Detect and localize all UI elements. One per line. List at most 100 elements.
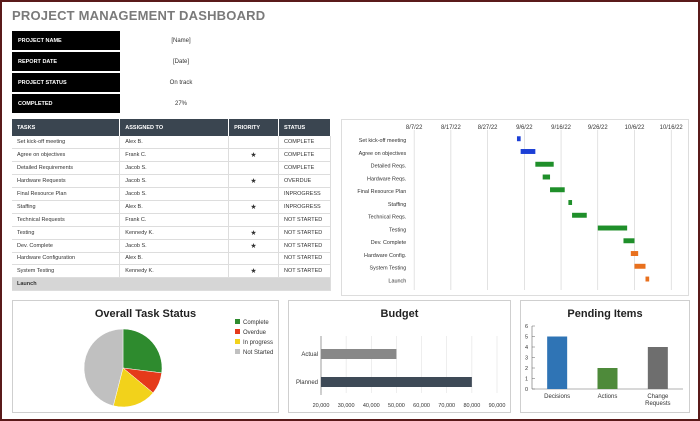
priority-cell: [228, 252, 280, 266]
gantt-bar: [597, 225, 628, 231]
pending-items-panel: Pending Items 0 1 2 3 4 5 6 Decisions Actions Cha…: [520, 300, 690, 413]
gantt-x-tick-label: 10/6/22: [625, 125, 645, 131]
table-row[interactable]: Dev. Complete Jacob S. ★ NOT STARTED: [12, 239, 331, 253]
info-row-report-date: REPORT DATE [Date]: [12, 52, 242, 71]
gantt-x-tick-label: 8/17/22: [441, 125, 461, 131]
budget-category-label: Actual: [301, 352, 318, 358]
pie-slice: [122, 328, 163, 374]
legend-label: Complete: [243, 320, 269, 326]
gantt-task-label: Detailed Reqs.: [371, 164, 407, 170]
info-label: COMPLETED: [12, 94, 120, 113]
table-row[interactable]: Agree on objectives Frank C. ★ COMPLETE: [12, 148, 331, 163]
assigned-to-cell: Kennedy K.: [119, 264, 230, 279]
pending-y-tick-label: 0: [525, 387, 528, 393]
project-name-value[interactable]: [Name]: [171, 37, 191, 44]
status-cell: NOT STARTED: [278, 252, 331, 266]
gantt-bar: [634, 263, 646, 269]
assigned-to-cell: Alex B.: [119, 136, 230, 150]
gantt-x-tick-label: 8/27/22: [478, 125, 498, 131]
col-header-priority[interactable]: PRIORITY: [228, 119, 280, 136]
gantt-task-label: Launch: [388, 278, 406, 284]
priority-cell: ★: [228, 174, 280, 189]
assigned-to-cell: Alex B.: [119, 252, 230, 266]
col-header-assigned[interactable]: ASSIGNED TO: [119, 119, 230, 136]
gantt-bar: [542, 174, 551, 180]
budget-x-tick-label: 80,000: [463, 403, 480, 409]
project-status-value[interactable]: On track: [169, 79, 193, 86]
gantt-bar: [568, 200, 573, 205]
priority-cell: [228, 187, 280, 201]
pending-y-tick-label: 4: [525, 345, 528, 351]
budget-x-tick-label: 60,000: [413, 403, 430, 409]
table-row-launch[interactable]: Launch: [12, 277, 331, 292]
table-row[interactable]: Hardware Configuration Alex B. NOT STARTED: [12, 252, 331, 266]
budget-x-tick-label: 90,000: [489, 403, 506, 409]
status-cell: NOT STARTED: [278, 264, 331, 279]
gantt-bar: [516, 136, 521, 142]
priority-cell: ★: [228, 200, 280, 214]
legend-swatch: [235, 329, 240, 334]
gantt-task-label: Agree on objectives: [359, 151, 407, 157]
table-row[interactable]: Testing Kennedy K. ★ NOT STARTED: [12, 226, 331, 240]
info-row-completed: COMPLETED 27%: [12, 94, 242, 113]
pie-slice: [83, 328, 124, 407]
table-row[interactable]: Final Resource Plan Jacob S. INPROGRESS: [12, 187, 331, 201]
info-label: REPORT DATE: [12, 52, 120, 71]
assigned-to-cell: Kennedy K.: [119, 226, 230, 240]
status-cell: INPROGRESS: [278, 187, 331, 201]
task-name-cell: Agree on objectives: [12, 148, 121, 163]
task-name-cell: Technical Requests: [12, 213, 121, 227]
gantt-task-label: Testing: [389, 227, 406, 233]
report-date-value[interactable]: [Date]: [172, 58, 189, 65]
budget-bar: [321, 377, 472, 387]
pending-category-label: Change: [647, 394, 669, 400]
budget-x-tick-label: 40,000: [363, 403, 380, 409]
task-status-pie-chart: Complete Overdue In progress Not Started: [83, 319, 273, 408]
assigned-to-cell: Jacob S.: [119, 161, 230, 176]
info-label: PROJECT NAME: [12, 31, 120, 50]
gantt-task-label: Set kick-off meeting: [359, 138, 407, 144]
legend-label: Not Started: [243, 350, 273, 356]
table-row[interactable]: System Testing Kennedy K. ★ NOT STARTED: [12, 264, 331, 279]
status-cell: COMPLETE: [278, 161, 331, 176]
completed-value[interactable]: 27%: [174, 100, 187, 107]
gantt-bar: [623, 238, 635, 244]
gantt-task-label: System Testing: [370, 266, 407, 272]
pending-category-label: Actions: [598, 394, 618, 400]
table-row[interactable]: Staffing Alex B. ★ INPROGRESS: [12, 200, 331, 214]
pending-y-tick-label: 2: [525, 366, 528, 372]
budget-panel: Budget 20,000 30,000 40,000 50,000 60,000 70,…: [288, 300, 511, 413]
legend-label: Overdue: [243, 330, 267, 336]
tasks-table: TASKS ASSIGNED TO PRIORITY STATUS Set ki…: [12, 119, 331, 292]
budget-x-tick-label: 50,000: [388, 403, 405, 409]
task-name-cell: Testing: [12, 226, 121, 240]
priority-cell: ★: [228, 226, 280, 240]
table-row[interactable]: Hardware Requests Jacob S. ★ OVERDUE: [12, 174, 331, 189]
task-name-cell: Detailed Requirements: [12, 161, 121, 176]
table-row[interactable]: Technical Requests Frank C. NOT STARTED: [12, 213, 331, 227]
task-name-cell: Staffing: [12, 200, 121, 214]
gantt-chart: 8/7/22 8/17/22 8/27/22 9/6/22 9/16/22 9/26/22…: [341, 119, 689, 296]
col-header-tasks[interactable]: TASKS: [12, 119, 121, 136]
budget-category-label: Planned: [296, 380, 318, 386]
gantt-bar: [535, 161, 554, 167]
legend-swatch: [235, 339, 240, 344]
assigned-to-cell: Frank C.: [119, 148, 230, 163]
project-info: PROJECT NAME [Name] REPORT DATE [Date] P…: [12, 31, 242, 115]
task-name-cell: Set kick-off meeting: [12, 136, 121, 150]
task-name-cell: System Testing: [12, 264, 121, 279]
col-header-status[interactable]: STATUS: [278, 119, 331, 136]
gantt-x-tick-label: 10/16/22: [660, 125, 683, 131]
table-row[interactable]: Set kick-off meeting Alex B. COMPLETE: [12, 136, 331, 150]
gantt-x-tick-label: 9/26/22: [588, 125, 608, 131]
priority-cell: ★: [228, 239, 280, 253]
table-row[interactable]: Detailed Requirements Jacob S. COMPLETE: [12, 161, 331, 176]
pending-y-tick-label: 1: [525, 377, 528, 383]
gantt-x-tick-label: 8/7/22: [406, 125, 422, 131]
tasks-header-row: TASKS ASSIGNED TO PRIORITY STATUS: [12, 119, 331, 136]
launch-cell: Launch: [12, 277, 331, 292]
budget-x-tick-label: 70,000: [438, 403, 455, 409]
gantt-bar: [550, 187, 565, 193]
